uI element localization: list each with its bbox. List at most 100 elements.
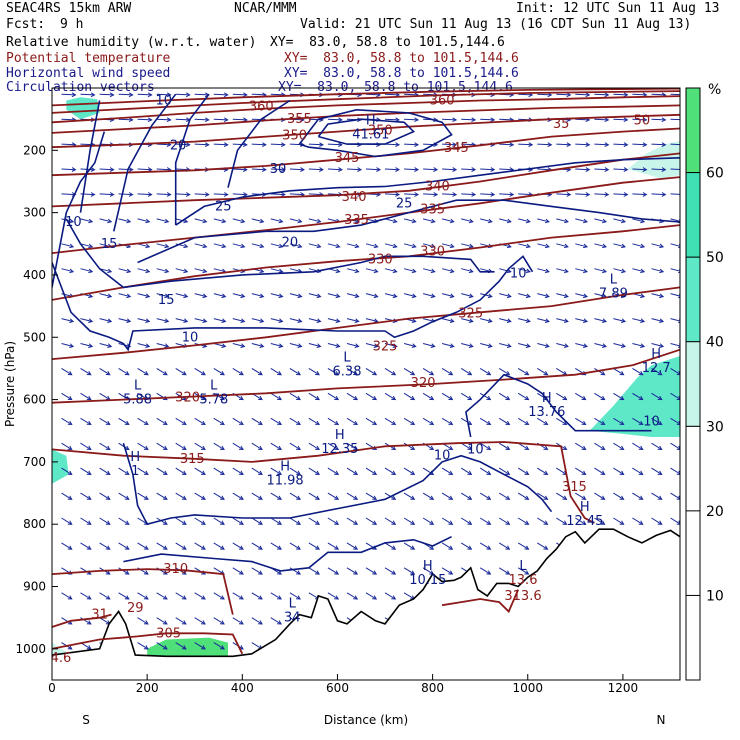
wind-vector — [403, 218, 416, 223]
wind-vector — [156, 93, 171, 96]
wind-vector-head — [315, 545, 320, 550]
wind-vector-head — [414, 192, 420, 197]
wind-vector-head — [315, 470, 320, 475]
wind-vector-head — [657, 495, 663, 500]
wind-vector — [175, 617, 187, 625]
theta-label: 340 — [425, 180, 450, 195]
extremum-marker: L — [210, 378, 218, 393]
wind-vector-head — [223, 92, 229, 98]
wind-vector-head — [297, 343, 303, 348]
wind-vector-head — [124, 595, 130, 600]
speed-contour-15 — [65, 218, 495, 289]
wind-vector — [441, 567, 453, 575]
wind-vector — [137, 318, 150, 322]
wind-vector — [289, 467, 301, 475]
wind-vector-head — [353, 595, 359, 600]
theta-contour-325 — [52, 286, 680, 360]
extremum-marker: H — [542, 391, 552, 406]
wind-vector — [556, 343, 569, 347]
wind-vector — [80, 392, 92, 401]
wind-vector — [517, 367, 529, 376]
wind-vector-head — [372, 395, 378, 401]
wind-vector-head — [315, 370, 320, 376]
wind-vector-head — [354, 293, 360, 299]
wind-vector-head — [67, 545, 73, 550]
wind-vector-head — [410, 570, 416, 575]
wind-vector-head — [487, 343, 493, 348]
wind-vector — [404, 143, 419, 146]
wind-vector-head — [143, 620, 149, 625]
wind-vector-head — [219, 370, 225, 376]
wind-vector-head — [200, 470, 206, 475]
wind-vector — [80, 467, 92, 475]
wind-vector-head — [528, 142, 534, 147]
wind-vector-head — [604, 167, 610, 172]
wind-vector-head — [486, 495, 492, 500]
x-tick-label: 1000 — [513, 681, 544, 695]
wind-vector — [461, 193, 476, 196]
wind-vector — [61, 542, 72, 550]
wind-vector-head — [88, 318, 94, 323]
wind-vector-head — [219, 595, 225, 600]
wind-vector-head — [124, 545, 130, 550]
wind-vector — [556, 318, 569, 322]
wind-vector-head — [429, 395, 435, 401]
wind-vector — [461, 243, 473, 248]
theta-label: 313.6 — [504, 589, 541, 604]
wind-vector-head — [391, 370, 397, 376]
wind-vector — [213, 193, 228, 196]
wind-vector-head — [86, 545, 92, 550]
wind-vector — [518, 293, 531, 298]
wind-vector-head — [490, 192, 496, 197]
wind-vector-head — [430, 218, 436, 224]
wind-vector-head — [238, 370, 244, 376]
wind-vector-head — [509, 142, 515, 147]
wind-vector — [556, 467, 567, 475]
wind-vector — [99, 517, 111, 525]
speed-label: 10 — [510, 267, 527, 282]
wind-vector-head — [105, 595, 111, 600]
wind-vector — [61, 467, 72, 475]
wind-vector — [289, 517, 301, 525]
theta-label: 330 — [420, 244, 445, 259]
wind-vector — [327, 243, 340, 248]
wind-vector-head — [410, 495, 416, 500]
wind-vector-head — [490, 117, 496, 123]
wind-vector — [156, 143, 171, 146]
wind-vector — [575, 143, 590, 146]
wind-vector-head — [238, 470, 244, 475]
wind-vector-head — [86, 470, 92, 475]
wind-vector-head — [126, 293, 132, 299]
wind-vector — [99, 318, 112, 322]
wind-vector — [118, 168, 133, 171]
wind-vector-head — [544, 243, 550, 249]
wind-vector — [499, 143, 514, 146]
wind-vector-head — [124, 420, 130, 426]
wind-vector-head — [676, 395, 680, 401]
wind-vector-head — [642, 167, 648, 172]
wind-vector-head — [676, 520, 680, 525]
wind-vector-head — [67, 395, 73, 401]
forecast-hour: 9 h — [60, 17, 84, 32]
wind-vector — [480, 118, 495, 121]
y-tick-label: 700 — [23, 455, 46, 469]
wind-vector-head — [619, 495, 625, 500]
wind-vector — [384, 168, 400, 171]
wind-vector — [80, 592, 92, 600]
wind-vector — [365, 542, 377, 550]
wind-vector — [270, 143, 285, 146]
wind-vector — [137, 592, 149, 600]
wind-vector-head — [183, 318, 189, 323]
wind-vector — [480, 343, 492, 347]
speed-contour-10 — [122, 442, 553, 526]
wind-vector — [118, 93, 133, 96]
wind-vector — [194, 367, 206, 376]
wind-vector — [403, 268, 416, 273]
wind-vector-head — [277, 470, 282, 475]
wind-vector — [441, 268, 454, 273]
wind-vector — [442, 143, 457, 146]
wind-vector — [61, 492, 72, 500]
wind-vector-head — [162, 520, 168, 525]
wind-vector-head — [604, 192, 610, 197]
wind-vector-head — [391, 445, 397, 451]
